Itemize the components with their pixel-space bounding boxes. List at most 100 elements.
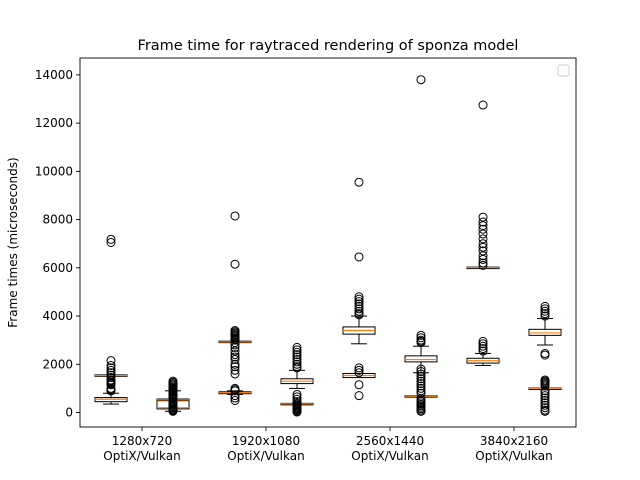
outlier-0-2 [106,356,116,366]
x-tick-label-2: 2560x1440 OptiX/Vulkan [351,434,428,463]
outlier-7-13 [540,386,550,396]
outlier-5-5 [416,338,426,348]
outlier-6-18 [478,346,488,356]
outlier-2-1 [230,259,240,269]
outlier-5-0 [416,75,426,85]
y-tick-label-5: 10000 [35,164,73,178]
outlier-3-6 [292,357,302,367]
outlier-4-5 [354,299,364,309]
outlier-2-16 [230,352,240,362]
x-tick-label-line: 2560x1440 [356,434,424,448]
outlier-6-5 [478,229,488,239]
outlier-5-7 [416,367,426,377]
outlier-5-13 [416,381,426,391]
outlier-3-23 [292,407,302,417]
box-5 [404,355,438,363]
outlier-0-3 [106,361,116,370]
outlier-3-4 [292,352,302,362]
outlier-7-22 [540,406,550,416]
outlier-7-12 [540,381,550,391]
outlier-4-2 [354,292,364,302]
outlier-2-19 [230,362,240,372]
x-tick-label-1: 1920x1080 OptiX/Vulkan [227,434,304,463]
outlier-6-1 [478,212,488,222]
chart-title: Frame time for raytraced rendering of sp… [138,38,519,54]
outlier-2-27 [230,395,240,405]
outlier-2-20 [230,365,240,375]
outlier-7-3 [540,309,550,319]
outlier-7-19 [540,400,550,410]
outlier-6-0 [478,100,488,110]
outlier-4-4 [354,297,364,307]
outlier-2-15 [230,350,240,360]
outlier-3-3 [292,350,302,360]
outlier-5-26 [416,406,426,416]
outlier-0-16 [106,386,116,396]
x-tick-label-line: 3840x2160 [480,434,548,448]
x-tick-label-0: 1280x720 OptiX/Vulkan [103,434,180,463]
x-tick-label-line: OptiX/Vulkan [227,449,304,463]
y-tick-label-1: 2000 [42,357,73,371]
outlier-5-10 [416,374,426,384]
outlier-4-13 [354,368,364,378]
outlier-4-8 [354,306,364,316]
y-axis-label: Frame times (microseconds) [6,157,20,327]
x-tick-label-line: 1920x1080 [232,434,300,448]
outlier-4-3 [354,294,364,304]
outlier-4-1 [354,252,364,262]
outlier-6-4 [478,224,488,234]
outlier-6-2 [478,217,488,227]
x-tick-label-line: OptiX/Vulkan [475,449,552,463]
axes-frame [79,57,577,428]
outlier-7-1 [540,304,550,314]
outlier-4-7 [354,304,364,314]
outlier-2-12 [230,340,240,350]
y-tick-label-0: 0 [65,406,73,420]
outlier-2-25 [230,391,240,401]
outlier-3-0 [292,342,302,352]
outlier-5-2 [416,333,426,343]
plot-area: 0 2000 4000 6000 8000 10000 12000 14000 1280x720… [35,68,562,463]
outlier-2-21 [230,369,240,379]
outlier-6-11 [478,254,488,264]
legend-box [557,64,570,77]
outlier-5-12 [416,379,426,389]
outlier-4-10 [354,310,364,320]
outlier-4-12 [354,365,364,375]
outlier-2-10 [230,335,240,345]
x-tick-label-line: 1280x720 [112,434,173,448]
x-tick-label-3: 3840x2160 OptiX/Vulkan [475,434,552,463]
outlier-2-0 [230,211,240,221]
y-tick-label-2: 4000 [42,309,73,323]
outlier-6-10 [478,251,488,261]
outlier-4-14 [354,380,364,390]
outlier-7-6 [540,350,550,360]
outlier-7-2 [540,306,550,316]
outlier-7-15 [540,391,550,401]
outlier-5-9 [416,371,426,381]
outlier-6-16 [478,341,488,351]
y-tick-label-3: 6000 [42,261,73,275]
outlier-5-14 [416,383,426,393]
outlier-3-1 [292,345,302,355]
outlier-7-16 [540,393,550,403]
outlier-6-17 [478,344,488,354]
outlier-7-14 [540,388,550,398]
y-tick-label-6: 12000 [35,116,73,130]
outlier-0-1 [106,234,116,244]
outlier-0-8 [106,373,116,383]
outlier-6-14 [478,336,488,346]
outlier-0-0 [106,238,116,247]
outlier-6-15 [478,339,488,349]
outlier-4-0 [354,177,364,187]
outlier-1-26 [168,406,178,416]
outlier-6-12 [478,258,488,268]
outlier-5-8 [416,369,426,379]
outlier-5-6 [416,364,426,374]
outlier-2-18 [230,359,240,369]
box-7 [528,328,562,336]
outlier-3-7 [292,359,302,369]
outlier-0-5 [106,365,116,375]
outlier-7-17 [540,395,550,405]
outlier-3-10 [292,389,302,399]
